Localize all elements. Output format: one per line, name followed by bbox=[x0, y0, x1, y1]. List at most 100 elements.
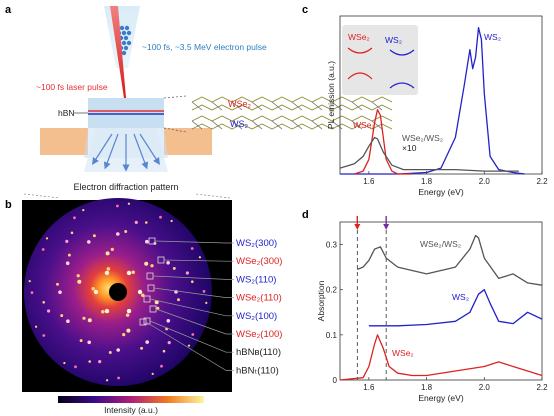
diffraction-label: hBNʙ(110) bbox=[236, 347, 281, 358]
x-axis-label: Energy (eV) bbox=[418, 393, 464, 403]
diffraction-spot bbox=[172, 266, 176, 270]
diffraction-spot bbox=[67, 253, 71, 257]
diffraction-spot bbox=[77, 279, 82, 284]
diffraction-spot bbox=[60, 314, 64, 318]
laser-pulse-label: ~100 fs laser pulse bbox=[36, 82, 108, 92]
diffraction-spot bbox=[116, 232, 120, 236]
diffraction-spot bbox=[93, 289, 99, 295]
panel-label-a: a bbox=[5, 4, 12, 16]
diffraction-spot bbox=[30, 291, 34, 294]
hbn-block bbox=[88, 98, 164, 128]
diffraction-spot bbox=[98, 360, 102, 364]
leader-line bbox=[163, 259, 234, 262]
diffraction-spot bbox=[47, 309, 51, 313]
series-label: WSe₂/WS₂ bbox=[420, 239, 461, 249]
marker-arrowhead bbox=[354, 224, 361, 230]
diffraction-spot bbox=[167, 341, 171, 345]
inset-ws2-label: WS₂ bbox=[385, 35, 402, 45]
diffraction-spot bbox=[170, 219, 173, 223]
diffraction-spot bbox=[45, 237, 49, 240]
diffraction-spot bbox=[91, 287, 95, 291]
laser-beam bbox=[110, 6, 126, 98]
diffraction-label: WSe₂(110) bbox=[236, 293, 282, 304]
y-tick-label: 0.2 bbox=[326, 286, 338, 295]
y-tick-label: 0 bbox=[333, 376, 338, 385]
ws2-lattice-label: WS₂ bbox=[230, 119, 248, 129]
absorption-chart: 1.6 1.8 2.0 2.2 Energy (eV) Absorption 0 0.1 0.2… bbox=[316, 216, 548, 403]
diffraction-spot bbox=[65, 239, 69, 243]
leader-line bbox=[145, 321, 234, 371]
diffraction-spot bbox=[65, 261, 70, 266]
diffraction-spot bbox=[137, 289, 143, 295]
diffraction-spot bbox=[87, 318, 92, 323]
diffraction-spot bbox=[56, 282, 59, 286]
diffraction-spot bbox=[92, 234, 96, 238]
diffraction-spot bbox=[205, 301, 208, 305]
diffraction-spot bbox=[177, 298, 180, 302]
series-label: WSe₂/WS₂ bbox=[402, 133, 443, 143]
diffraction-spot bbox=[144, 261, 149, 266]
diffraction-spot bbox=[34, 325, 38, 328]
diffraction-spot bbox=[190, 247, 194, 250]
panel-label-d: d bbox=[302, 209, 309, 221]
diffraction-spot bbox=[126, 308, 132, 314]
series-label: WS₂ bbox=[484, 32, 501, 42]
panel-label-c: c bbox=[302, 4, 308, 16]
substrate-left bbox=[40, 128, 88, 155]
diffraction-spot bbox=[110, 247, 114, 251]
diffraction-spot bbox=[117, 376, 120, 380]
x-tick-label: 2.2 bbox=[536, 383, 548, 392]
inset-ws2-vb bbox=[389, 82, 415, 89]
wse2-lattice-label: WSe₂ bbox=[228, 99, 252, 109]
panel-b: b WS₂(300)WSe₂(300)WS₂(110)WSe₂(110)WS₂(… bbox=[5, 198, 282, 415]
x-axis-label: Energy (eV) bbox=[418, 187, 464, 197]
diffraction-label: hBNₜ(110) bbox=[236, 365, 279, 376]
y-tick-label: 0.3 bbox=[326, 241, 338, 250]
diffraction-spot bbox=[63, 361, 66, 365]
diffraction-spots bbox=[28, 202, 208, 382]
plot-frame bbox=[339, 15, 543, 175]
panel-label-b: b bbox=[5, 199, 12, 211]
diffraction-spot bbox=[125, 313, 130, 317]
panel-d: d 1.6 1.8 2.0 2.2 Energy (eV) Absorption 0 0.1 0… bbox=[302, 209, 548, 403]
diffraction-spot bbox=[160, 364, 163, 368]
diffraction-spot bbox=[166, 261, 170, 265]
hbn-label: hBN bbox=[58, 108, 75, 118]
pl-chart: 1.6 1.8 2.0 2.2 Energy (eV) PL emission (a.u.… bbox=[326, 15, 548, 197]
marker-arrowhead bbox=[383, 224, 390, 230]
beam-stop bbox=[109, 283, 127, 301]
diffraction-spot bbox=[104, 308, 110, 314]
diffraction-spot bbox=[198, 256, 202, 259]
diffraction-spot bbox=[124, 230, 128, 233]
diffraction-label: WS₂(110) bbox=[236, 274, 276, 285]
diffraction-spot bbox=[101, 310, 105, 314]
x-tick-label: 1.6 bbox=[363, 383, 375, 392]
x-tick-label: 2.2 bbox=[536, 177, 548, 186]
diffraction-spot bbox=[87, 240, 91, 244]
diffraction-arrows bbox=[92, 133, 160, 172]
leader-line bbox=[154, 240, 234, 244]
diffraction-label: WSe₂(100) bbox=[236, 329, 282, 340]
leader-line bbox=[153, 287, 234, 298]
diffraction-spot bbox=[122, 333, 126, 337]
leader-lines bbox=[145, 240, 234, 371]
diffraction-spot bbox=[66, 319, 70, 324]
diffraction-labels: WS₂(300) WSe₂(300) WS₂(110) WSe₂(110) WS₂(10… bbox=[236, 238, 282, 376]
diffraction-spot bbox=[42, 301, 45, 304]
diffraction-spot bbox=[191, 333, 195, 336]
diffraction-spot bbox=[106, 267, 111, 271]
diffraction-spot bbox=[105, 379, 109, 382]
diffraction-spot bbox=[42, 334, 46, 337]
inset-wse2-vb bbox=[347, 72, 373, 80]
diffraction-spot bbox=[104, 270, 110, 276]
series-label: WS₂ bbox=[452, 292, 469, 302]
x-tick-label: 1.8 bbox=[421, 177, 433, 186]
diffraction-spot bbox=[88, 360, 91, 363]
series-line bbox=[339, 334, 543, 381]
leader-line bbox=[152, 275, 234, 280]
y-axis-label: PL emission (a.u.) bbox=[326, 61, 336, 129]
diffraction-spot bbox=[28, 279, 31, 283]
series-label: WSe₂ bbox=[392, 348, 414, 358]
series-label: WSe₂ bbox=[353, 120, 375, 130]
